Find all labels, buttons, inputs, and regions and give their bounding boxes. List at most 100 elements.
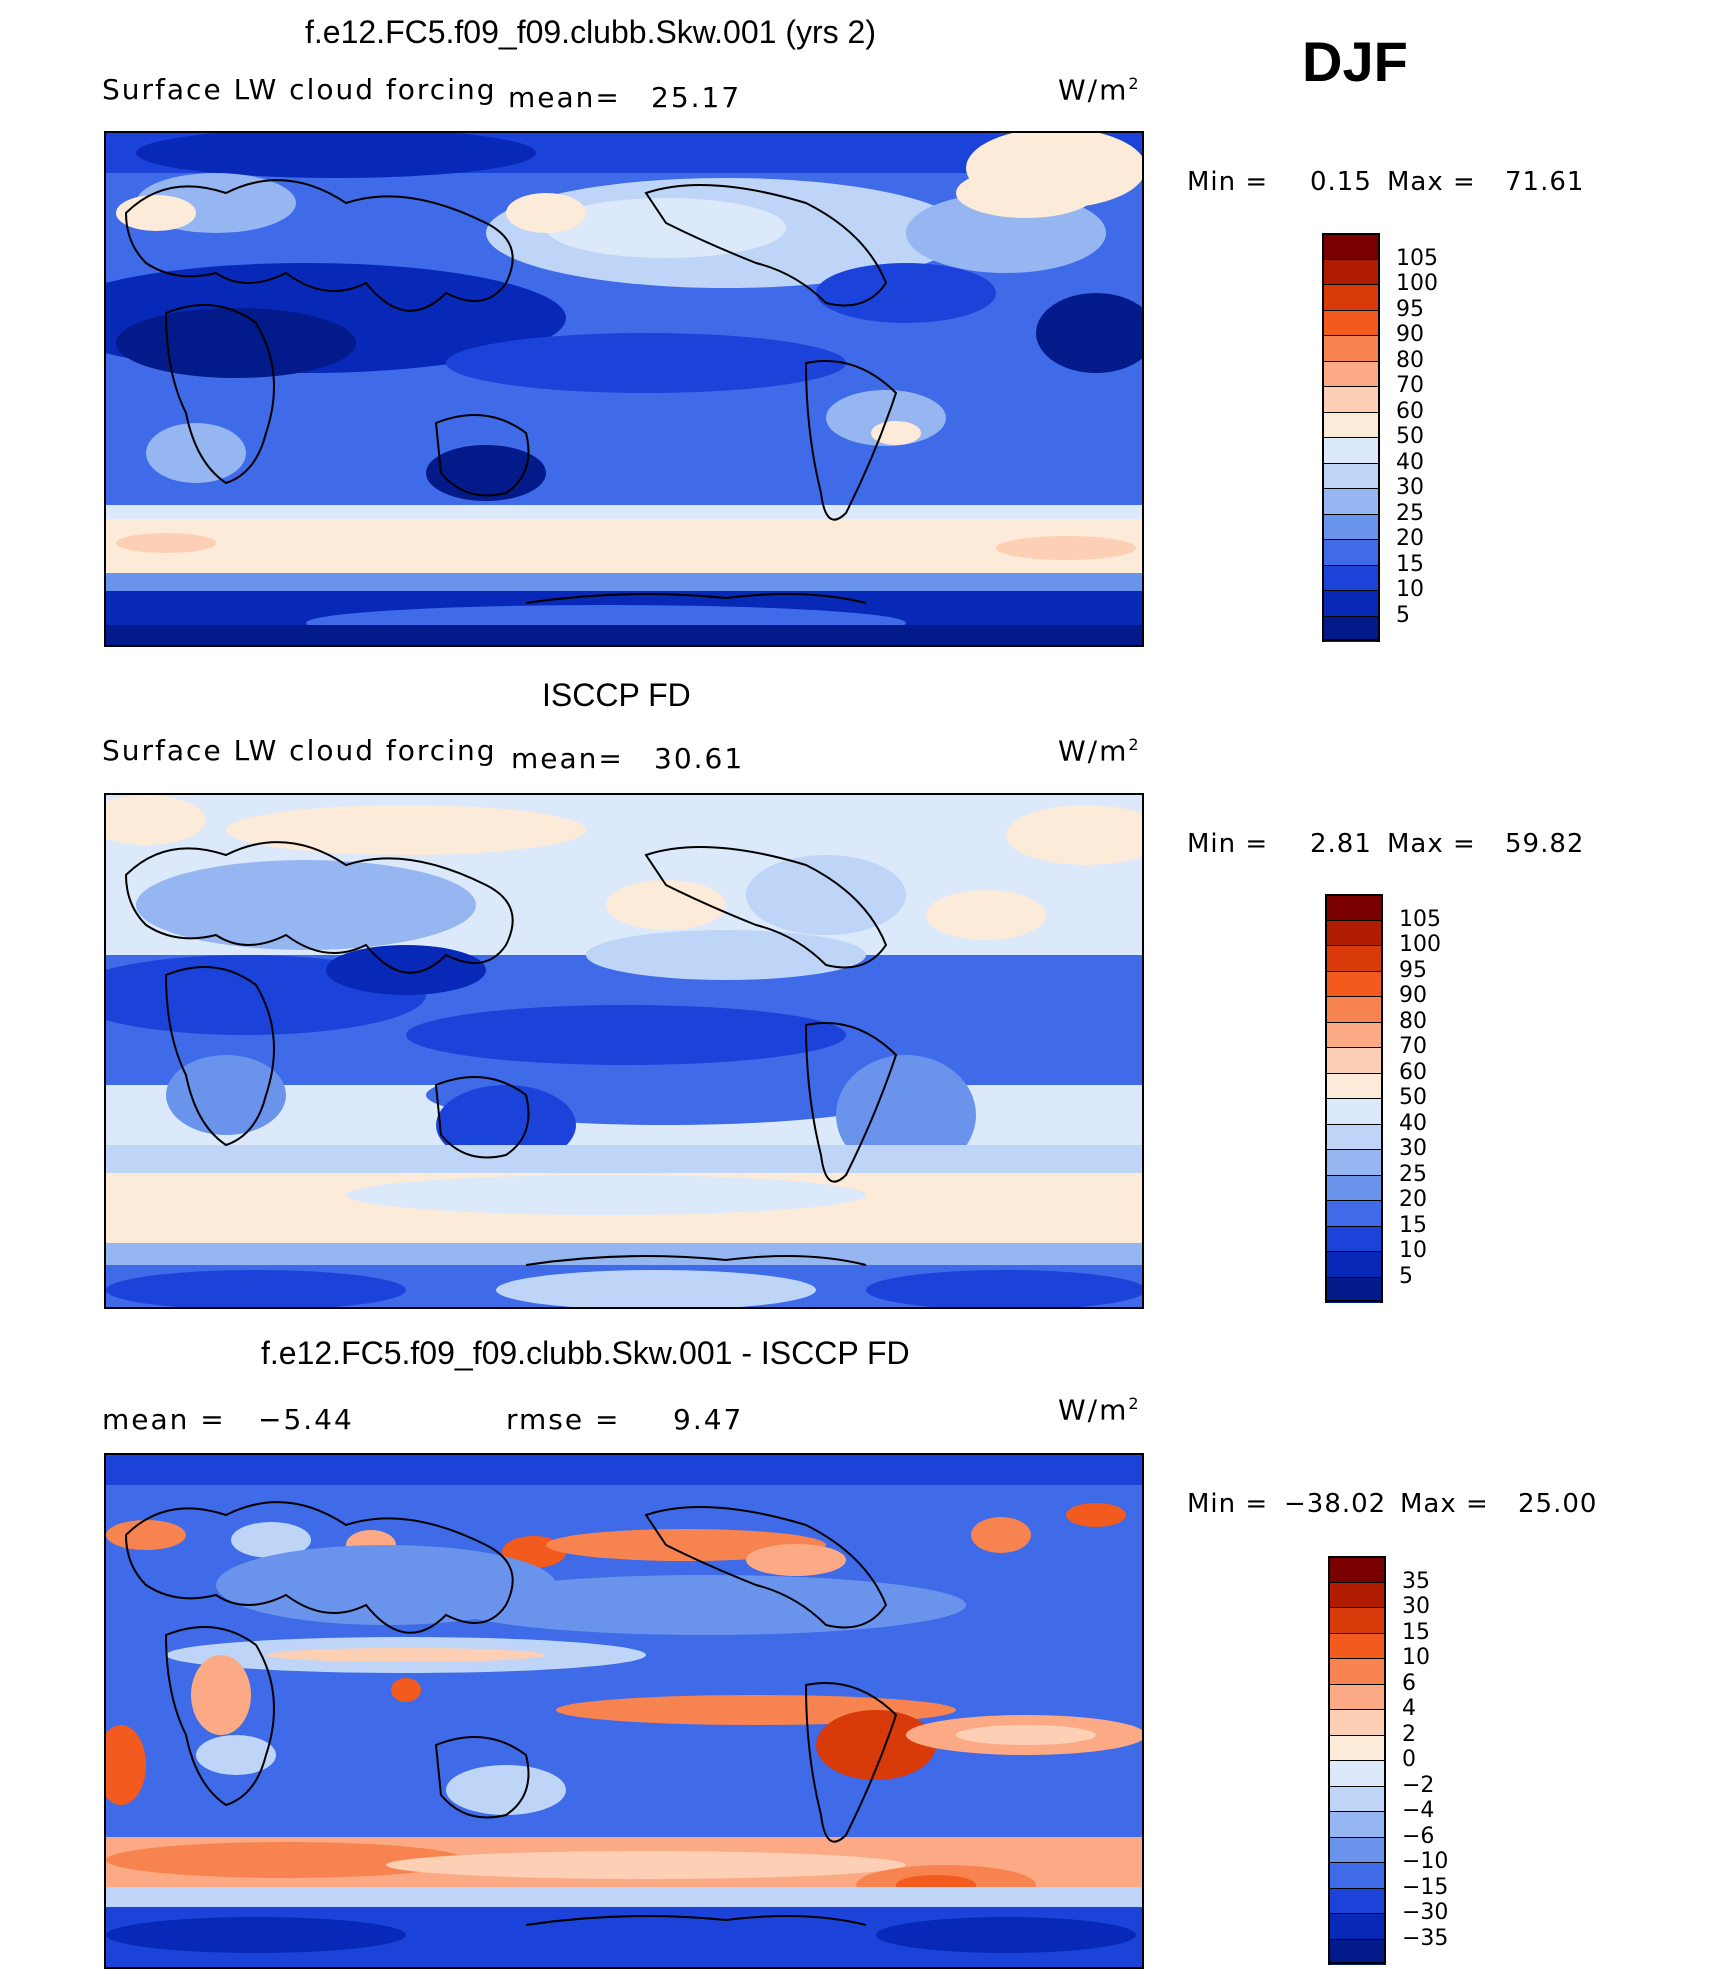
colorbar-swatch: [1322, 615, 1380, 642]
panel2-mean-label: mean=: [511, 742, 624, 775]
colorbar-swatch: [1328, 1734, 1386, 1761]
colorbar-swatch: [1325, 1123, 1383, 1150]
colorbar-swatch: [1322, 386, 1380, 412]
panel2-max-value: 59.82: [1505, 829, 1585, 859]
colorbar-label: 50: [1399, 1085, 1427, 1110]
panel3-max-label: Max =: [1400, 1489, 1489, 1519]
colorbar-label: 40: [1399, 1110, 1427, 1136]
colorbar-swatch: [1328, 1581, 1386, 1608]
panel1-map: [104, 131, 1144, 647]
colorbar-label: 5: [1396, 602, 1410, 628]
colorbar-swatch: [1325, 1174, 1383, 1201]
panel2-title: ISCCP FD: [542, 677, 691, 713]
colorbar-swatch: [1325, 945, 1383, 971]
colorbar-swatch: [1322, 284, 1380, 310]
colorbar-label: 100: [1399, 932, 1441, 957]
panel3-mean-label: mean =: [102, 1403, 226, 1436]
colorbar-swatch: [1322, 335, 1380, 361]
colorbar-label: 80: [1396, 347, 1424, 373]
colorbar-swatch: [1325, 1021, 1383, 1048]
panel3-rmse-value: 9.47: [673, 1403, 744, 1436]
colorbar-swatch: [1328, 1887, 1386, 1914]
colorbar-label: −10: [1402, 1849, 1449, 1874]
colorbar-label: 10: [1402, 1645, 1430, 1670]
colorbar-swatch: [1325, 970, 1383, 997]
colorbar-swatch: [1325, 996, 1383, 1022]
colorbar-swatch: [1325, 1225, 1383, 1252]
panel3-title: f.e12.FC5.f09_f09.clubb.Skw.001 - ISCCP …: [261, 1335, 910, 1371]
colorbar-swatch: [1325, 1047, 1383, 1073]
colorbar-label: 30: [1402, 1594, 1430, 1619]
panel1-title: f.e12.FC5.f09_f09.clubb.Skw.001 (yrs 2): [305, 14, 876, 50]
colorbar-swatch: [1322, 590, 1380, 616]
panel2-map: [104, 793, 1144, 1309]
panel1-max-value: 71.61: [1505, 167, 1585, 197]
colorbar-label: 30: [1399, 1136, 1427, 1161]
panel3-max-value: 25.00: [1518, 1489, 1598, 1519]
colorbar-swatch: [1328, 1836, 1386, 1863]
colorbar-label: 30: [1396, 475, 1424, 500]
colorbar-label: 60: [1396, 398, 1424, 424]
colorbar-swatch: [1328, 1683, 1386, 1710]
colorbar-label: 80: [1399, 1008, 1427, 1034]
colorbar-swatch: [1328, 1632, 1386, 1659]
colorbar-label: 105: [1396, 245, 1438, 271]
colorbar-swatch: [1328, 1938, 1386, 1965]
panel1-max-label: Max =: [1387, 167, 1476, 197]
colorbar-label: 10: [1399, 1238, 1427, 1263]
season-label: DJF: [1302, 30, 1408, 93]
panel3-map-svg: [106, 1455, 1142, 1967]
colorbar-label: −35: [1402, 1925, 1449, 1951]
colorbar-label: −2: [1402, 1772, 1435, 1798]
colorbar-label: 50: [1396, 424, 1424, 449]
colorbar-label: 25: [1396, 500, 1424, 526]
colorbar-label: 60: [1399, 1059, 1427, 1085]
colorbar-swatch: [1325, 1276, 1383, 1303]
colorbar-swatch: [1325, 1149, 1383, 1175]
colorbar-swatch: [1322, 539, 1380, 565]
colorbar-label: 95: [1396, 296, 1424, 322]
colorbar-swatch: [1328, 1862, 1386, 1888]
panel1-min-label: Min =: [1187, 167, 1269, 197]
colorbar-swatch: [1325, 1251, 1383, 1277]
colorbar-label: 90: [1399, 983, 1427, 1008]
colorbar-swatch: [1322, 462, 1380, 489]
colorbar-swatch: [1325, 1098, 1383, 1124]
colorbar-swatch: [1322, 309, 1380, 336]
colorbar-label: −30: [1402, 1900, 1449, 1925]
colorbar-swatch: [1322, 488, 1380, 514]
colorbar-swatch: [1325, 919, 1383, 946]
panel2-mean-value: 30.61: [654, 742, 745, 775]
colorbar-swatch: [1328, 1811, 1386, 1837]
colorbar-swatch: [1322, 411, 1380, 438]
panel1-mean-label: mean=: [508, 81, 621, 114]
panel1-map-svg: [106, 133, 1142, 645]
panel2-max-label: Max =: [1387, 829, 1476, 859]
panel2-map-svg: [106, 795, 1142, 1307]
colorbar-label: −6: [1402, 1823, 1435, 1849]
colorbar-label: 100: [1396, 271, 1438, 296]
colorbar-label: 6: [1402, 1670, 1416, 1696]
panel2-min-label: Min =: [1187, 829, 1269, 859]
colorbar-label: 105: [1399, 906, 1441, 932]
panel1-variable: Surface LW cloud forcing: [102, 73, 497, 106]
colorbar-label: 70: [1396, 373, 1424, 398]
colorbar-swatch: [1322, 437, 1380, 463]
colorbar-swatch: [1325, 1200, 1383, 1226]
colorbar-label: 10: [1396, 577, 1424, 602]
colorbar-swatch: [1328, 1607, 1386, 1633]
colorbar-label: 70: [1399, 1034, 1427, 1059]
panel2-min-value: 2.81: [1310, 829, 1372, 859]
coastlines: [124, 841, 898, 1266]
colorbar-label: 90: [1396, 322, 1424, 347]
colorbar-label: 95: [1399, 957, 1427, 983]
panel2-units: W/m2: [1058, 734, 1141, 768]
colorbar-label: 15: [1399, 1212, 1427, 1238]
colorbar-swatch: [1322, 360, 1380, 387]
colorbar-swatch: [1322, 513, 1380, 540]
colorbar-swatch: [1322, 233, 1380, 259]
colorbar-swatch: [1328, 1760, 1386, 1786]
panel3-units: W/m2: [1058, 1393, 1141, 1427]
panel1-units: W/m2: [1058, 73, 1141, 107]
colorbar-label: −15: [1402, 1874, 1449, 1900]
